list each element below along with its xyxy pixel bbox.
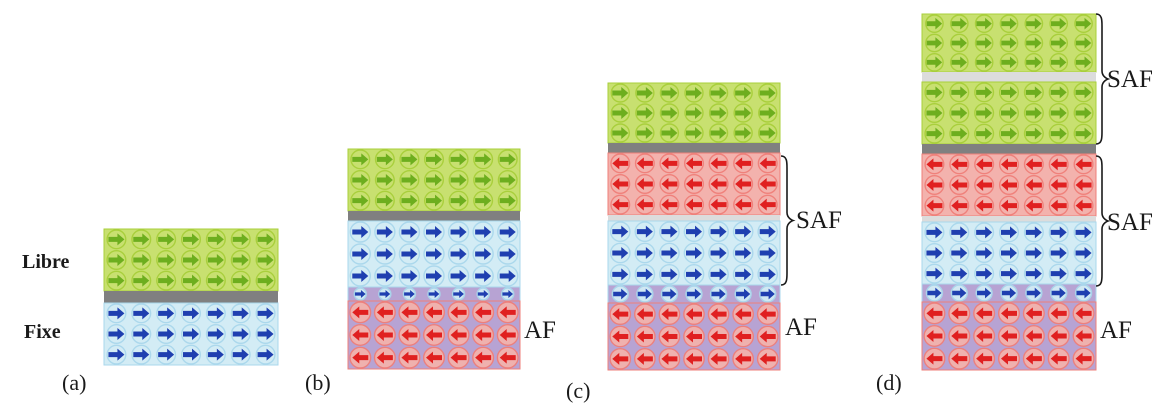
spacer-b bbox=[348, 211, 520, 221]
saf-gap-d bbox=[922, 72, 1096, 82]
free-layer-c bbox=[607, 82, 781, 144]
saf-brace-d-bottom bbox=[1095, 155, 1111, 287]
saf-free-bottom-d bbox=[921, 81, 1097, 145]
af-pinned-rows-b bbox=[347, 286, 521, 302]
saf-label-d-top: SAF bbox=[1107, 66, 1153, 93]
saf-anti-layer-d bbox=[921, 153, 1097, 217]
fixe-label: Fixe bbox=[24, 321, 61, 343]
af-label-c: AF bbox=[785, 314, 817, 341]
saf-free-top-d bbox=[921, 13, 1097, 73]
spacer-d bbox=[922, 144, 1096, 154]
spacer-a bbox=[104, 291, 278, 303]
spacer-c bbox=[608, 143, 780, 153]
saf-pinned-layer-c bbox=[607, 220, 781, 286]
saf-label-d-bottom: SAF bbox=[1107, 209, 1153, 236]
saf-pinned-layer-d bbox=[921, 221, 1097, 285]
af-label-b: AF bbox=[524, 317, 556, 344]
saf-gap-d2 bbox=[922, 216, 1096, 222]
af-anti-rows-c bbox=[607, 302, 781, 371]
pinned-layer-b bbox=[347, 220, 521, 288]
saf-gap-c bbox=[608, 215, 780, 221]
af-anti-rows-b bbox=[347, 300, 521, 370]
af-pinned-rows-c bbox=[607, 284, 781, 304]
libre-label: Libre bbox=[22, 251, 70, 273]
af-label-d: AF bbox=[1100, 317, 1132, 344]
panel-label-d: (d) bbox=[876, 370, 902, 395]
free-layer-b bbox=[347, 148, 521, 212]
panel-label-c: (c) bbox=[566, 378, 591, 403]
af-anti-rows-d bbox=[921, 301, 1097, 371]
saf-anti-layer-c bbox=[607, 152, 781, 216]
saf-brace-d-top bbox=[1095, 13, 1111, 145]
saf-label-c: SAF bbox=[796, 207, 842, 234]
fixed-layer-a bbox=[103, 302, 279, 366]
af-pinned-rows-d bbox=[921, 283, 1097, 303]
free-layer-a bbox=[103, 228, 279, 292]
saf-brace-c bbox=[780, 155, 796, 286]
panel-label-b: (b) bbox=[305, 370, 331, 395]
panel-label-a: (a) bbox=[62, 370, 87, 395]
